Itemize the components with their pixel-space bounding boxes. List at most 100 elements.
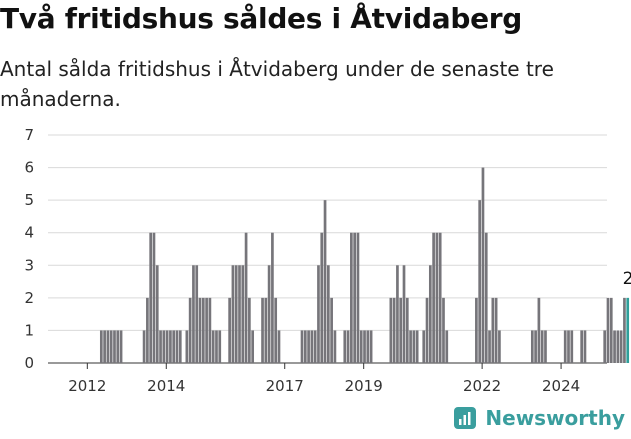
x-tick-label: 2024 [542,377,580,395]
bar [307,330,310,363]
bar [185,330,189,363]
bar [195,265,199,363]
bar [303,330,307,363]
bar [396,265,399,363]
bar [580,330,584,363]
x-tick-label: 2012 [68,377,106,395]
bar [198,297,202,363]
bar [238,265,241,363]
y-tick-label: 7 [24,126,34,144]
bar [534,330,537,363]
bar [353,232,356,363]
bar [228,297,231,363]
y-tick-label: 2 [24,289,34,307]
bar [438,232,442,363]
bar [606,297,610,363]
bar [159,330,162,363]
bar [343,330,347,363]
bar [188,297,192,363]
bar [494,297,498,363]
bar [201,297,205,363]
bar [251,330,255,363]
bar [178,330,182,363]
bar [323,200,327,363]
y-tick-label: 3 [24,256,34,274]
bar [616,330,620,363]
bar [567,330,570,363]
bar [481,167,485,363]
bar [498,330,501,363]
bar [530,330,534,363]
bar [205,297,208,363]
chart-title: Två fritidshus såldes i Åtvidaberg [0,2,523,35]
y-tick-label: 5 [24,191,34,209]
bar [313,330,317,363]
bar [475,297,478,363]
bar [261,297,264,363]
bar [215,330,218,363]
bar [264,297,268,363]
bar [175,330,179,363]
bar [563,330,567,363]
bar [320,232,324,363]
bar [363,330,366,363]
bar [99,330,103,363]
bar [267,265,271,363]
bar [234,265,238,363]
bar [149,232,153,363]
y-tick-label: 1 [24,321,34,339]
bar [399,297,403,363]
bar [271,232,274,363]
bar [415,330,419,363]
bar [277,330,281,363]
bar [609,297,613,363]
bar [537,297,541,363]
bar [583,330,587,363]
bar [488,330,491,363]
bar [317,265,320,363]
y-tick-label: 0 [24,354,34,372]
bar [478,200,482,363]
brand-name: Newsworthy [485,406,625,430]
bar [109,330,113,363]
brand-logo: Newsworthy [453,401,625,435]
bar [432,232,435,363]
bar [540,330,544,363]
data-label: 2 [623,269,631,289]
bar [119,330,123,363]
bar [218,330,222,363]
bar [165,330,169,363]
bar [425,297,429,363]
bar [248,297,251,363]
bar [116,330,120,363]
bar [389,297,393,363]
bar [274,297,278,363]
bar [442,297,445,363]
bar [106,330,110,363]
bar [346,330,350,363]
bar [619,330,623,363]
bar [366,330,370,363]
bar [172,330,176,363]
bar [169,330,172,363]
bar [613,330,616,363]
bar [231,265,235,363]
bar [392,297,396,363]
bar [146,297,149,363]
bar [152,232,156,363]
bar [409,330,412,363]
bar [359,330,363,363]
bar [623,297,626,363]
bar [142,330,146,363]
x-tick-label: 2014 [147,377,185,395]
bar [155,265,159,363]
bar [412,330,416,363]
bar [208,297,212,363]
bar [369,330,373,363]
bar [310,330,314,363]
x-tick-label: 2022 [463,377,501,395]
bar [484,232,488,363]
x-tick-label: 2017 [266,377,304,395]
bar [356,232,360,363]
